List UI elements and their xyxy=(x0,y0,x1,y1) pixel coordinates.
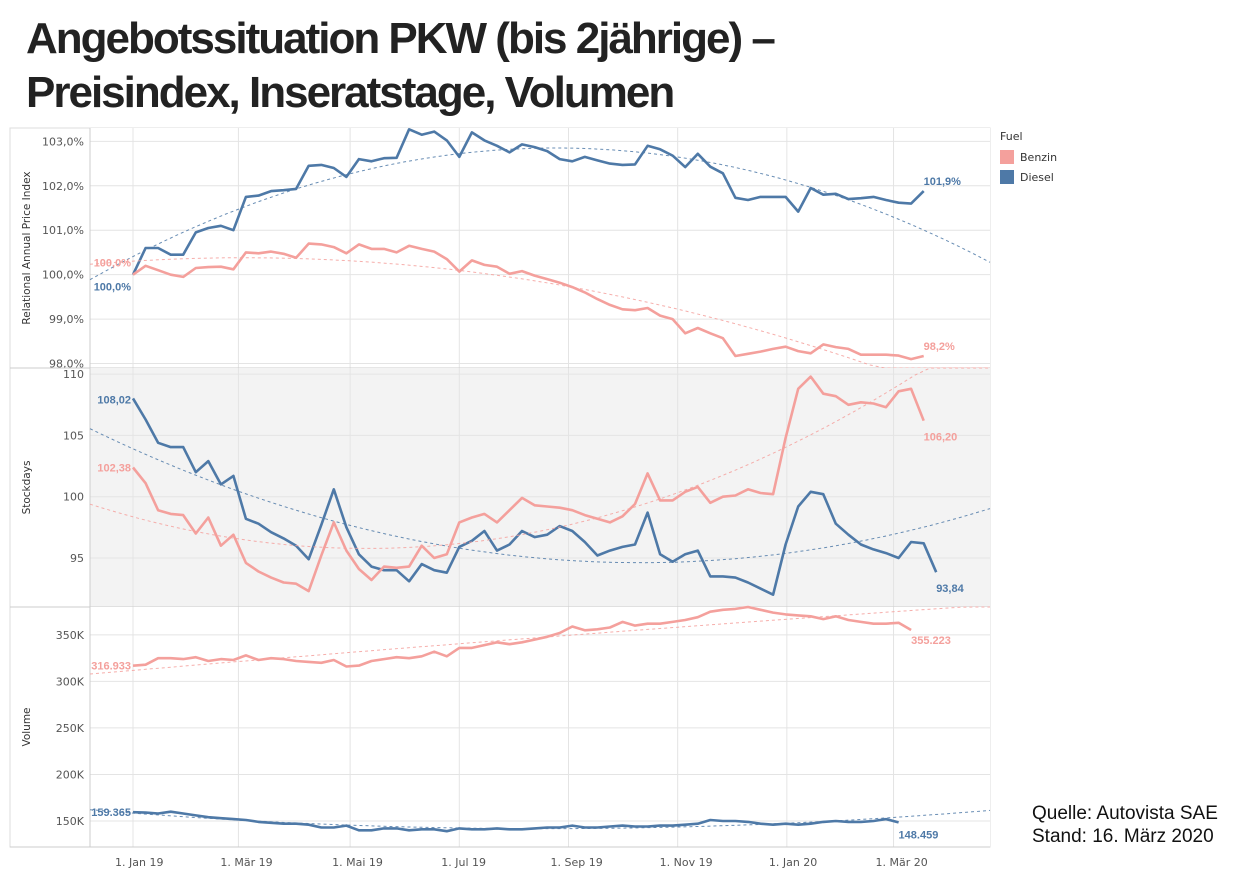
series-line-volume-diesel xyxy=(132,810,899,833)
ytick-relational-annual-price-index-0: 98,0% xyxy=(49,358,84,371)
legend-swatch-benzin xyxy=(1000,150,1014,164)
ytick-stockdays-2: 105 xyxy=(63,429,84,442)
ytick-stockdays-0: 95 xyxy=(70,552,84,565)
end-label-volume-benzin: 355.223 xyxy=(911,635,951,647)
start-label-stockdays-diesel: 108,02 xyxy=(97,394,131,406)
series-line-stockdays-diesel xyxy=(131,397,938,597)
start-label-relational-annual-price-index-benzin: 100,0% xyxy=(94,258,132,270)
panel-background-volume xyxy=(90,607,990,847)
start-label-volume-diesel: 159.365 xyxy=(91,807,131,819)
title-line-1: Angebotssituation PKW (bis 2jährige) – xyxy=(26,14,776,63)
legend[interactable]: Fuel Benzin Diesel xyxy=(1000,130,1057,187)
ylabel-stockdays: Stockdays xyxy=(21,461,33,515)
end-label-stockdays-benzin: 106,20 xyxy=(924,432,958,444)
series-line-stockdays-benzin xyxy=(131,375,925,593)
xtick-7: 1. Mär 20 xyxy=(876,856,928,869)
xtick-0: 1. Jan 19 xyxy=(115,856,163,869)
series-line-relational-annual-price-index-diesel xyxy=(131,128,925,276)
ytick-volume-1: 200K xyxy=(56,768,85,781)
ytick-stockdays-3: 110 xyxy=(63,368,84,381)
ytick-volume-4: 350K xyxy=(56,629,85,642)
ytick-volume-0: 150K xyxy=(56,815,85,828)
ytick-relational-annual-price-index-1: 99,0% xyxy=(49,313,84,326)
series-line-volume-benzin xyxy=(132,605,912,668)
ytick-volume-3: 300K xyxy=(56,675,85,688)
series-line-relational-annual-price-index-benzin xyxy=(132,242,925,361)
end-label-stockdays-diesel: 93,84 xyxy=(936,583,964,595)
start-label-stockdays-benzin: 102,38 xyxy=(97,463,131,475)
legend-swatch-diesel xyxy=(1000,170,1014,184)
legend-item-diesel[interactable]: Diesel xyxy=(1000,167,1057,187)
start-label-volume-benzin: 316.933 xyxy=(91,661,131,673)
xtick-5: 1. Nov 19 xyxy=(660,856,713,869)
ytick-volume-2: 250K xyxy=(56,722,85,735)
ytick-relational-annual-price-index-3: 101,0% xyxy=(42,224,84,237)
ytick-relational-annual-price-index-4: 102,0% xyxy=(42,180,84,193)
panel-background-relational-annual-price-index xyxy=(90,128,990,368)
date-line: Stand: 16. März 2020 xyxy=(1032,826,1214,847)
legend-item-benzin[interactable]: Benzin xyxy=(1000,147,1057,167)
source-line: Quelle: Autovista SAE xyxy=(1032,803,1218,824)
xtick-3: 1. Jul 19 xyxy=(441,856,486,869)
end-label-relational-annual-price-index-diesel: 101,9% xyxy=(924,176,962,188)
trend-line-stockdays-diesel xyxy=(89,428,991,564)
xtick-4: 1. Sep 19 xyxy=(550,856,602,869)
ylabel-relational-annual-price-index: Relational Annual Price Index xyxy=(21,171,33,324)
chart-title: Angebotssituation PKW (bis 2jährige) – P… xyxy=(26,12,776,120)
ytick-relational-annual-price-index-5: 103,0% xyxy=(42,135,84,148)
ytick-stockdays-1: 100 xyxy=(63,491,84,504)
end-label-relational-annual-price-index-benzin: 98,2% xyxy=(924,341,955,353)
title-line-2: Preisindex, Inseratstage, Volumen xyxy=(26,68,675,117)
end-label-volume-diesel: 148.459 xyxy=(899,829,939,841)
legend-label-diesel: Diesel xyxy=(1020,170,1054,184)
xtick-2: 1. Mai 19 xyxy=(332,856,383,869)
ylabel-volume: Volume xyxy=(21,707,33,746)
source-note: Quelle: Autovista SAE Stand: 16. März 20… xyxy=(1032,802,1218,848)
legend-label-benzin: Benzin xyxy=(1020,150,1058,164)
xtick-6: 1. Jan 20 xyxy=(769,856,817,869)
legend-title: Fuel xyxy=(1000,130,1023,143)
panel-background-stockdays xyxy=(90,368,990,607)
xtick-1: 1. Mär 19 xyxy=(220,856,272,869)
ytick-relational-annual-price-index-2: 100,0% xyxy=(42,269,84,282)
trend-line-relational-annual-price-index-benzin xyxy=(89,257,990,369)
start-label-relational-annual-price-index-diesel: 100,0% xyxy=(94,282,132,294)
